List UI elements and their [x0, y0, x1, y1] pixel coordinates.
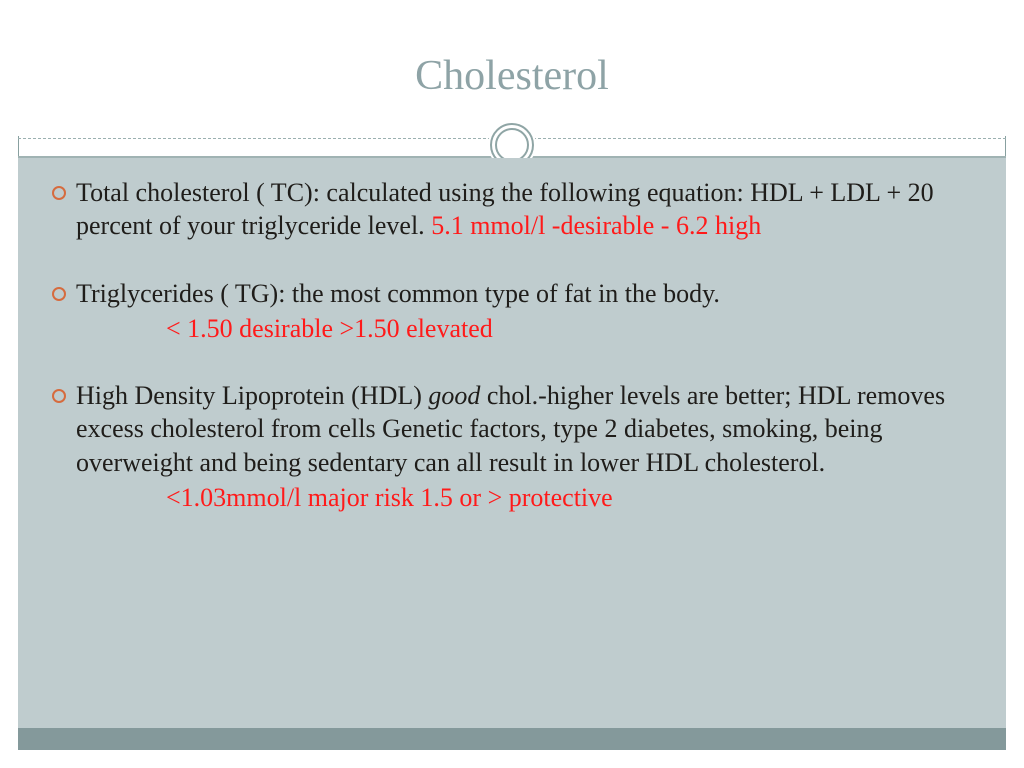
bullet-text: High Density Lipoprotein (HDL) [76, 381, 428, 410]
content-area: Total cholesterol ( TC): calculated usin… [18, 158, 1006, 728]
bullet-list: Total cholesterol ( TC): calculated usin… [46, 176, 978, 514]
bullet-item: High Density Lipoprotein (HDL) good chol… [46, 379, 978, 514]
title-area: Cholesterol [18, 18, 1006, 136]
bullet-item: Total cholesterol ( TC): calculated usin… [46, 176, 978, 243]
bullet-text: Triglycerides ( TG): the most common typ… [76, 279, 720, 308]
slide-container: Cholesterol Total cholesterol ( TC): cal… [0, 0, 1024, 768]
bullet-italic: good [428, 381, 480, 410]
bullet-sub-highlight: <1.03mmol/l major risk 1.5 or > protecti… [76, 481, 978, 514]
bullet-sub-highlight: < 1.50 desirable >1.50 elevated [76, 312, 978, 345]
footer-band [18, 728, 1006, 750]
bullet-highlight: 5.1 mmol/l -desirable - 6.2 high [431, 211, 761, 240]
bullet-item: Triglycerides ( TG): the most common typ… [46, 277, 978, 346]
slide-title: Cholesterol [18, 18, 1006, 100]
